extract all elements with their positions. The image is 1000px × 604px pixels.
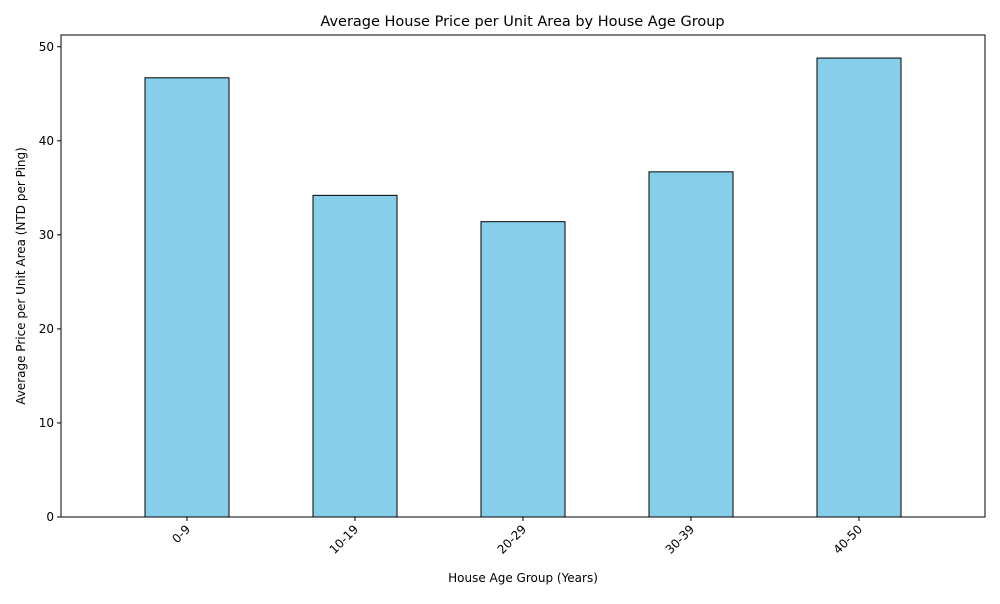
y-tick-label: 10	[39, 416, 54, 430]
x-axis: 0-9 10-19 20-29 30-39 40-50	[169, 517, 865, 557]
y-tick-label: 40	[39, 134, 54, 148]
bar-40-50	[816, 57, 902, 518]
bar-30-39	[648, 171, 734, 518]
x-tick-label: 30-39	[663, 522, 698, 557]
x-axis-label: House Age Group (Years)	[448, 571, 598, 585]
bar-20-29	[480, 221, 566, 518]
bars-group	[144, 57, 902, 518]
x-tick-label: 20-29	[495, 522, 530, 557]
chart-title: Average House Price per Unit Area by Hou…	[320, 14, 724, 30]
x-tick-label: 10-19	[327, 522, 362, 557]
y-axis: 0 10 20 30 40 50	[39, 40, 61, 524]
y-tick-label: 50	[39, 40, 54, 54]
y-tick-label: 0	[46, 510, 54, 524]
bar-10-19	[312, 194, 398, 518]
y-tick-label: 30	[39, 228, 54, 242]
plot-frame	[60, 34, 986, 518]
x-tick-label: 40-50	[831, 522, 866, 557]
x-tick-label: 0-9	[169, 522, 193, 546]
y-tick-label: 20	[39, 322, 54, 336]
y-axis-label: Average Price per Unit Area (NTD per Pin…	[14, 147, 28, 405]
bar-0-9	[144, 77, 230, 518]
